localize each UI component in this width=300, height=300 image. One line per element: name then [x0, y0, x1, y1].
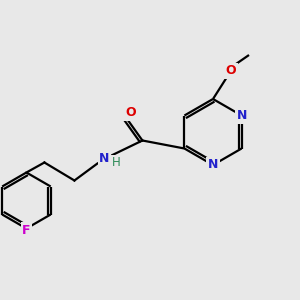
Text: O: O: [125, 106, 136, 119]
Text: O: O: [226, 64, 236, 77]
Text: N: N: [208, 158, 218, 172]
Text: F: F: [22, 224, 31, 237]
Text: N: N: [99, 152, 110, 165]
Text: H: H: [112, 156, 121, 169]
Text: N: N: [236, 109, 247, 122]
